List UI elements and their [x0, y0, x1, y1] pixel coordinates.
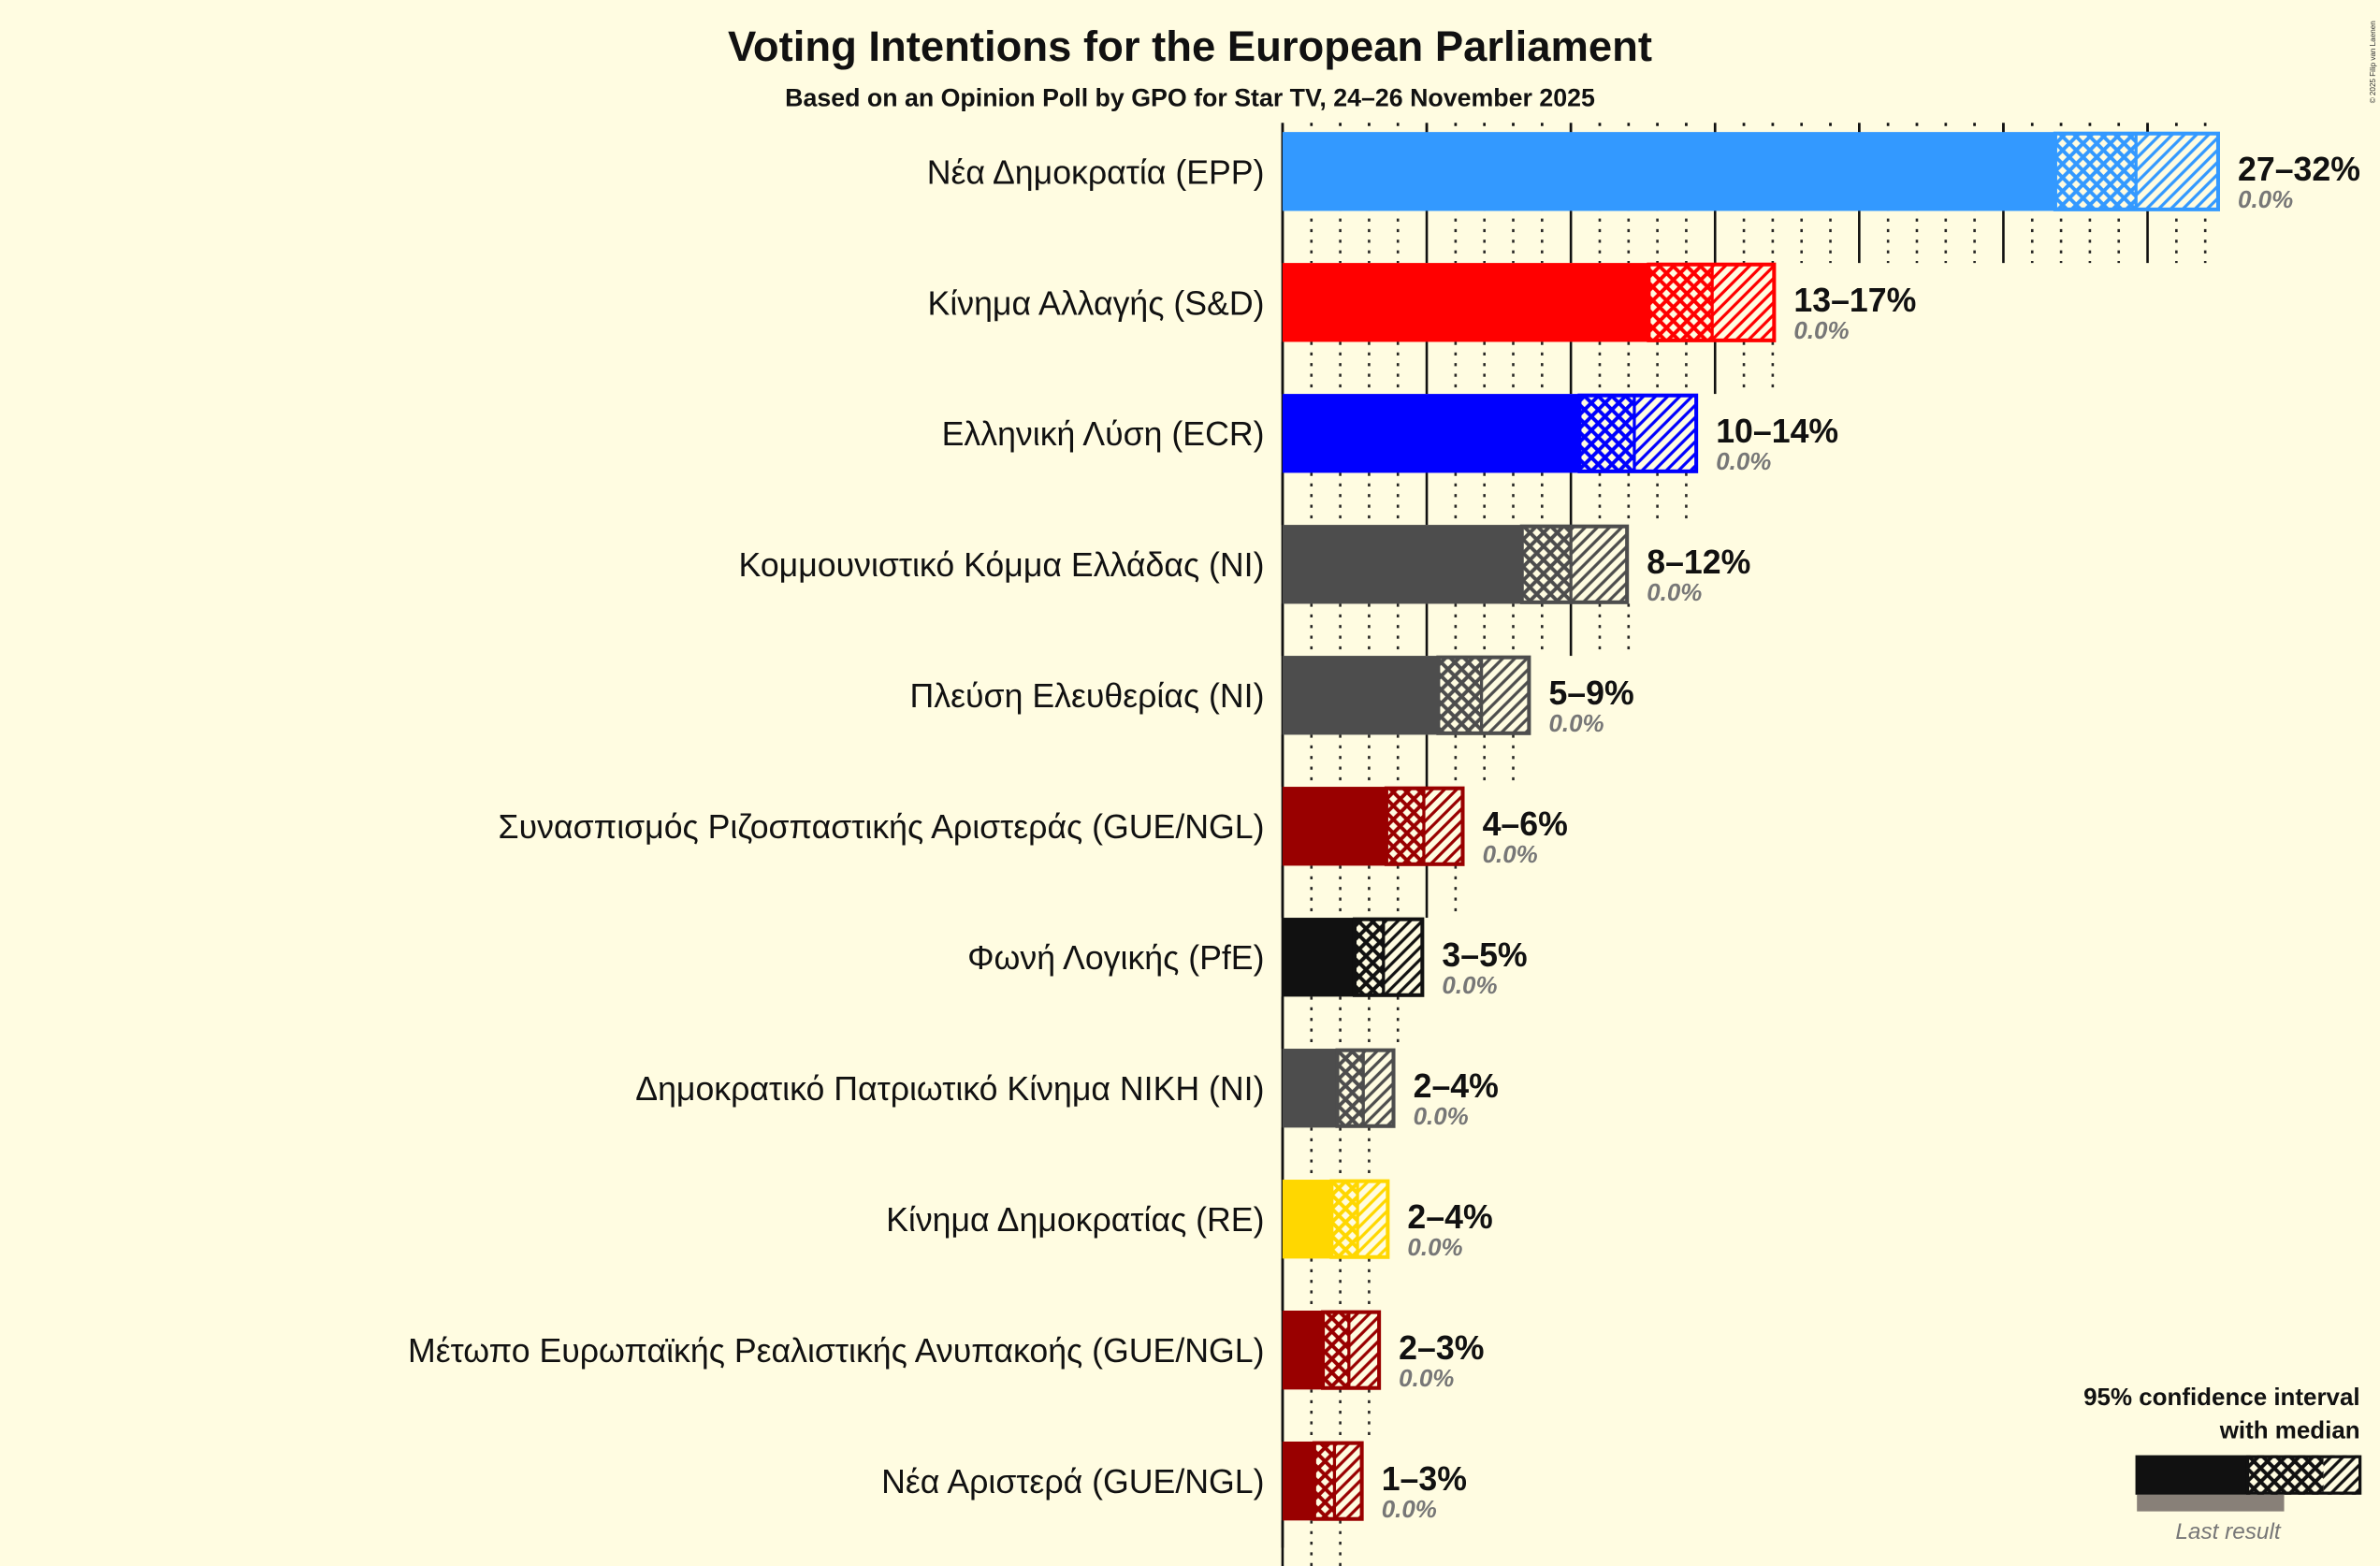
range-label: 1–3% — [1382, 1460, 1467, 1498]
bar-ci-outline — [1335, 1048, 1396, 1128]
legend-outline — [2245, 1455, 2362, 1495]
party-row: Κίνημα Αλλαγής (S&D) 13–17%0.0% — [928, 262, 1916, 344]
party-row: Συνασπισμός Ριζοσπαστικής Αριστεράς (GUE… — [499, 786, 1568, 868]
party-label: Συνασπισμός Ριζοσπαστικής Αριστεράς (GUE… — [499, 808, 1265, 846]
range-label: 8–12% — [1647, 544, 1750, 581]
party-row: Κίνημα Δημοκρατίας (RE) 2–4%0.0% — [886, 1179, 1493, 1261]
bar-solid — [1282, 1441, 1314, 1521]
range-label: 2–4% — [1414, 1067, 1499, 1105]
bar-solid — [1282, 1311, 1324, 1390]
range-label: 5–9% — [1548, 674, 1633, 712]
party-row: Νέα Αριστερά (GUE/NGL) 1–3%0.0% — [881, 1441, 1467, 1523]
legend-line1: 95% confidence interval — [2083, 1385, 2360, 1411]
bar-solid — [1282, 394, 1580, 473]
last-result-label: 0.0% — [1793, 318, 1849, 344]
party-label: Νέα Δημοκρατία (EPP) — [927, 153, 1265, 191]
last-result-label: 0.0% — [1716, 449, 1771, 475]
bar-solid — [1282, 1180, 1332, 1259]
bar-ci-low — [1386, 787, 1424, 866]
bar-solid — [1282, 263, 1649, 342]
party-row: Μέτωπο Ευρωπαϊκής Ρεαλιστικής Ανυπακοής … — [408, 1310, 1484, 1392]
bar-solid — [1282, 656, 1439, 735]
bar-ci-high — [1633, 394, 1698, 473]
bar-ci-high — [1712, 263, 1776, 342]
legend-line2: with median — [2219, 1418, 2360, 1444]
party-label: Νέα Αριστερά (GUE/NGL) — [881, 1463, 1264, 1501]
bar-ci-low — [1337, 1049, 1364, 1128]
bar-ci-outline — [1352, 917, 1425, 997]
bar-ci-high — [1334, 1441, 1364, 1521]
bar-ci-low — [1579, 394, 1634, 473]
range-label: 2–4% — [1407, 1198, 1492, 1236]
range-label: 13–17% — [1793, 282, 1916, 319]
range-label: 2–3% — [1399, 1329, 1484, 1367]
bar-ci-outline — [1321, 1310, 1382, 1390]
last-result-label: 0.0% — [1399, 1366, 1454, 1392]
legend-hatch — [2323, 1455, 2360, 1495]
bar-ci-outline — [1329, 1179, 1390, 1259]
bar-ci-low — [2054, 132, 2137, 211]
legend-last-result-bar — [2137, 1494, 2285, 1512]
bar-solid — [1282, 918, 1355, 997]
bar-ci-high — [1363, 1049, 1396, 1128]
range-label: 10–14% — [1716, 413, 1838, 450]
last-result-label: 0.0% — [1548, 711, 1604, 737]
bar-ci-outline — [1436, 655, 1531, 735]
bar-ci-high — [2136, 132, 2220, 211]
party-row: Δημοκρατικό Πατριωτικό Κίνημα ΝΙΚΗ (NI) 2… — [635, 1048, 1499, 1130]
party-label: Μέτωπο Ευρωπαϊκής Ρεαλιστικής Ανυπακοής … — [408, 1332, 1264, 1370]
last-result-label: 0.0% — [1414, 1104, 1469, 1130]
bar-solid — [1282, 787, 1386, 866]
last-result-label: 0.0% — [1442, 973, 1497, 999]
bar-ci-low — [1331, 1180, 1358, 1259]
bar-ci-high — [1481, 656, 1531, 735]
party-row: Πλεύση Ελευθερίας (NI) 5–9%0.0% — [910, 655, 1634, 737]
bars: Νέα Δημοκρατία (EPP) 27–32%0.0%Κίνημα Αλλ… — [408, 131, 2360, 1523]
chart-subtitle: Based on an Opinion Poll by GPO for Star… — [785, 84, 1595, 112]
party-label: Φωνή Λογικής (PfE) — [967, 939, 1264, 977]
bar-ci-outline — [1312, 1441, 1364, 1521]
last-result-label: 0.0% — [1407, 1235, 1462, 1261]
party-label: Δημοκρατικό Πατριωτικό Κίνημα ΝΙΚΗ (NI) — [635, 1070, 1264, 1108]
party-label: Κίνημα Δημοκρατίας (RE) — [886, 1201, 1264, 1239]
last-result-label: 0.0% — [1382, 1497, 1437, 1523]
legend-last-result: Last result — [2175, 1519, 2281, 1544]
bar-ci-outline — [1519, 524, 1630, 604]
party-row: Νέα Δημοκρατία (EPP) 27–32%0.0% — [927, 131, 2360, 213]
bar-ci-low — [1438, 656, 1482, 735]
bar-ci-high — [1571, 525, 1629, 604]
range-label: 27–32% — [2238, 151, 2360, 188]
bar-ci-high — [1357, 1180, 1389, 1259]
bar-solid — [1282, 1049, 1338, 1128]
legend: 95% confidence interval with median Last… — [2083, 1385, 2362, 1544]
bar-ci-high — [1348, 1311, 1381, 1390]
last-result-label: 0.0% — [2238, 187, 2293, 213]
party-row: Κομμουνιστικό Κόμμα Ελλάδας (NI) 8–12%0.0… — [738, 524, 1750, 606]
party-row: Φωνή Λογικής (PfE) 3–5%0.0% — [967, 917, 1528, 999]
party-label: Ελληνική Λύση (ECR) — [942, 415, 1265, 453]
party-label: Κίνημα Αλλαγής (S&D) — [928, 284, 1265, 322]
bar-solid — [1282, 132, 2055, 211]
bar-ci-low — [1648, 263, 1713, 342]
range-label: 3–5% — [1442, 936, 1527, 974]
legend-crosshatch — [2247, 1455, 2324, 1495]
copyright: © 2025 Filip van Laenen — [2369, 21, 2377, 103]
party-row: Ελληνική Λύση (ECR) 10–14%0.0% — [942, 393, 1838, 475]
bar-ci-outline — [1577, 393, 1699, 473]
bar-solid — [1282, 525, 1522, 604]
party-label: Κομμουνιστικό Κόμμα Ελλάδας (NI) — [738, 546, 1264, 584]
party-label: Πλεύση Ελευθερίας (NI) — [910, 677, 1265, 715]
bar-ci-low — [1521, 525, 1572, 604]
bar-ci-low — [1354, 918, 1384, 997]
chart-title: Voting Intentions for the European Parli… — [728, 22, 1652, 70]
last-result-label: 0.0% — [1483, 842, 1538, 868]
bar-ci-high — [1383, 918, 1424, 997]
range-label: 4–6% — [1483, 805, 1568, 843]
bar-ci-low — [1323, 1311, 1349, 1390]
bar-ci-low — [1313, 1441, 1335, 1521]
legend-solid — [2135, 1455, 2248, 1495]
bar-ci-high — [1423, 787, 1465, 866]
last-result-label: 0.0% — [1647, 580, 1702, 606]
